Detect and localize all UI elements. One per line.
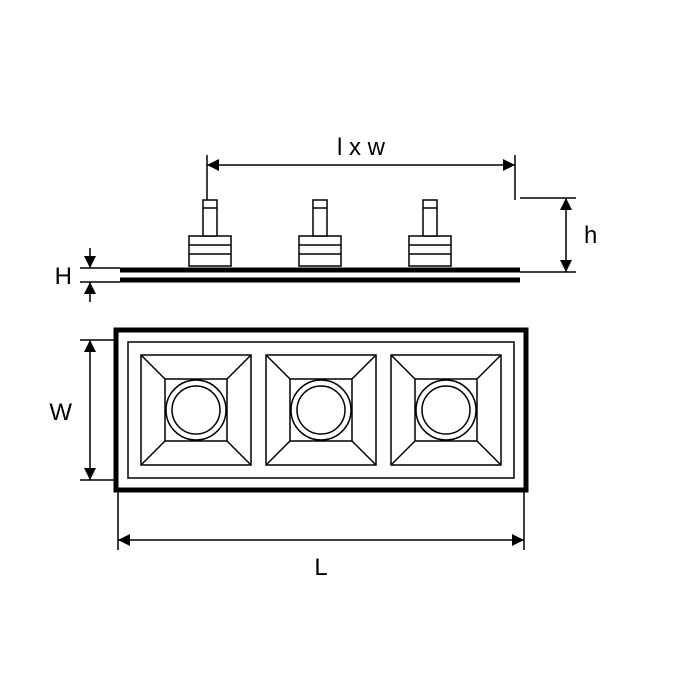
dim-H: H (55, 248, 120, 302)
dim-h: h (520, 198, 597, 272)
dim-W: W (49, 340, 116, 480)
clip-2 (299, 200, 341, 266)
label-W: W (49, 399, 72, 426)
label-L: L (314, 554, 327, 581)
label-lxw: l x w (337, 134, 386, 161)
label-h: h (584, 222, 597, 249)
dim-L: L (118, 490, 524, 581)
label-H-big: H (55, 263, 72, 290)
clip-1 (189, 200, 231, 266)
clip-3 (409, 200, 451, 266)
side-view (120, 200, 520, 280)
plan-view (116, 330, 526, 490)
dimension-diagram: l x w h (0, 0, 700, 700)
dim-top: l x w (207, 134, 515, 200)
